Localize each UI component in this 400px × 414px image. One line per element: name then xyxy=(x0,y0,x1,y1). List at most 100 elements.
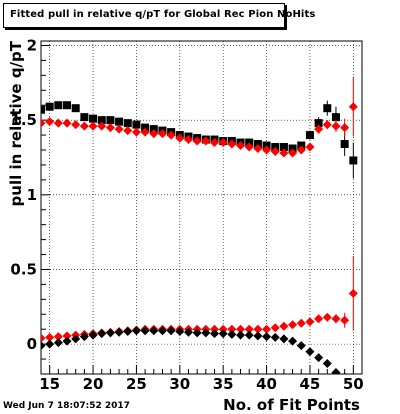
data-point-square xyxy=(340,140,349,149)
data-point-diamond xyxy=(296,341,306,351)
x-tick-label: 50 xyxy=(343,375,364,393)
data-point-diamond xyxy=(140,127,150,137)
data-point-diamond xyxy=(45,332,55,342)
data-point-diamond xyxy=(340,123,350,133)
data-point-diamond xyxy=(305,347,315,357)
data-point-square xyxy=(80,113,89,122)
data-point-diamond xyxy=(331,314,341,324)
data-point-diamond xyxy=(262,324,272,334)
data-point-square xyxy=(97,116,106,125)
data-point-diamond xyxy=(166,130,176,140)
data-point-diamond xyxy=(175,326,185,336)
x-tick-label: 25 xyxy=(126,375,147,393)
data-point-diamond xyxy=(348,102,358,112)
chart-title: Fitted pull in relative q/pT for Global … xyxy=(10,9,316,20)
data-point-diamond xyxy=(262,332,272,342)
data-point-diamond xyxy=(97,121,107,131)
y-axis-label: pull in relative q/pT xyxy=(7,40,25,206)
data-point-square xyxy=(106,116,115,125)
data-point-diamond xyxy=(105,123,115,133)
data-point-square xyxy=(54,101,63,110)
data-point-diamond xyxy=(296,145,306,155)
plot-frame xyxy=(40,40,363,375)
data-point-diamond xyxy=(340,315,350,325)
data-point-diamond xyxy=(270,332,280,342)
data-point-diamond xyxy=(62,336,72,346)
data-point-diamond xyxy=(140,326,150,336)
data-point-diamond xyxy=(288,320,298,330)
data-point-diamond xyxy=(45,117,55,127)
data-point-diamond xyxy=(253,331,263,341)
data-point-diamond xyxy=(305,142,315,152)
x-tick-label: 45 xyxy=(300,375,321,393)
data-point-diamond xyxy=(210,138,220,148)
data-point-diamond xyxy=(157,326,167,336)
data-point-diamond xyxy=(62,331,72,341)
data-point-diamond xyxy=(305,317,315,327)
data-point-diamond xyxy=(88,121,98,131)
data-point-square xyxy=(132,120,141,129)
data-point-diamond xyxy=(53,332,63,342)
data-point-diamond xyxy=(114,327,124,337)
data-point-square xyxy=(63,101,72,110)
data-point-diamond xyxy=(314,353,324,363)
data-point-diamond xyxy=(79,332,89,342)
data-point-square xyxy=(45,102,54,111)
data-point-diamond xyxy=(270,323,280,333)
data-point-diamond xyxy=(227,329,237,339)
data-point-diamond xyxy=(105,328,115,338)
data-point-diamond xyxy=(97,329,107,339)
x-tick-label: 15 xyxy=(39,375,60,393)
y-tick-label: 2 xyxy=(27,36,37,54)
y-tick-label: 1 xyxy=(27,186,37,204)
data-point-diamond xyxy=(253,144,263,154)
data-point-diamond xyxy=(227,139,237,149)
data-point-diamond xyxy=(322,312,332,322)
data-point-diamond xyxy=(244,142,254,152)
data-point-diamond xyxy=(322,359,332,369)
data-point-diamond xyxy=(244,330,254,340)
data-point-diamond xyxy=(123,126,133,136)
data-point-diamond xyxy=(331,368,341,374)
data-point-diamond xyxy=(279,334,289,344)
x-tick-label: 20 xyxy=(83,375,104,393)
data-point-square xyxy=(305,131,314,140)
data-point-diamond xyxy=(71,334,81,344)
data-point-square xyxy=(323,104,332,113)
data-point-diamond xyxy=(236,330,246,340)
data-point-diamond xyxy=(114,124,124,134)
data-point-diamond xyxy=(183,135,193,145)
data-point-diamond xyxy=(296,318,306,328)
data-point-diamond xyxy=(201,136,211,146)
data-point-diamond xyxy=(149,129,159,139)
data-point-diamond xyxy=(192,328,202,338)
y-tick-label: 0 xyxy=(27,335,37,353)
data-point-square xyxy=(71,104,80,113)
x-tick-label: 35 xyxy=(213,375,234,393)
data-point-diamond xyxy=(227,324,237,334)
data-point-diamond xyxy=(314,124,324,134)
data-point-diamond xyxy=(41,341,46,351)
title-box: Fitted pull in relative q/pT for Global … xyxy=(3,3,315,28)
data-point-diamond xyxy=(62,118,72,128)
data-point-diamond xyxy=(131,127,141,137)
data-point-diamond xyxy=(288,148,298,158)
data-point-diamond xyxy=(166,326,176,336)
data-point-diamond xyxy=(343,372,347,374)
y-tick-label: 1.5 xyxy=(10,111,37,129)
data-point-diamond xyxy=(218,329,228,339)
data-point-square xyxy=(314,119,323,128)
data-point-diamond xyxy=(236,324,246,334)
data-point-diamond xyxy=(71,120,81,130)
timestamp-label: Wed Jun 7 18:07:52 2017 xyxy=(3,401,130,411)
data-point-diamond xyxy=(210,329,220,339)
data-point-diamond xyxy=(236,141,246,151)
data-point-diamond xyxy=(88,330,98,340)
data-point-diamond xyxy=(279,321,289,331)
data-point-square xyxy=(331,113,340,122)
data-point-diamond xyxy=(348,288,358,298)
data-point-diamond xyxy=(131,326,141,336)
data-point-square xyxy=(41,105,45,114)
data-point-square xyxy=(89,114,98,123)
